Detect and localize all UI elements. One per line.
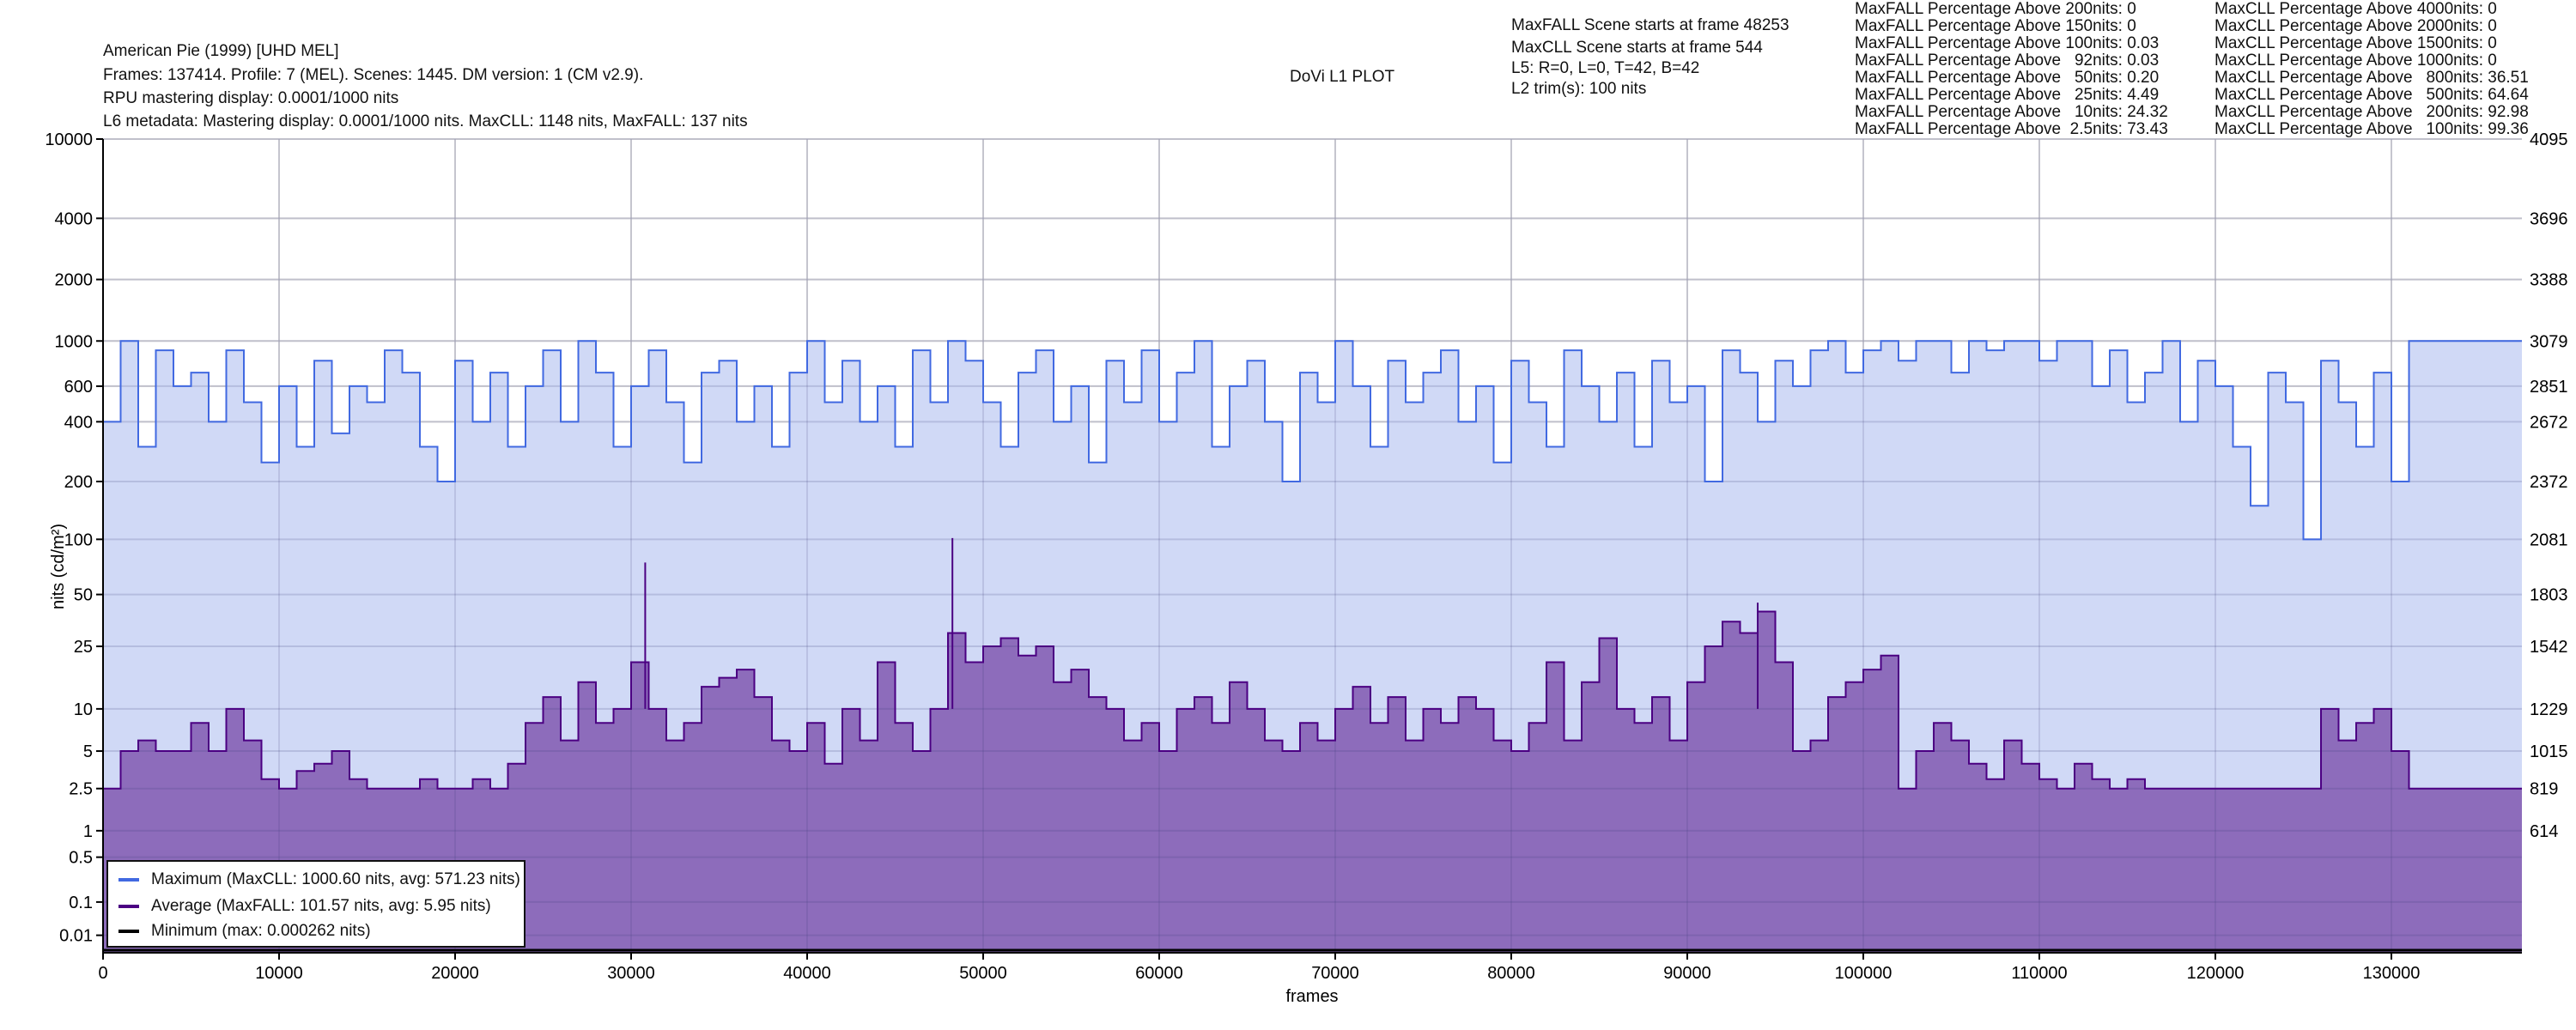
percentage-stat-line: MaxFALL Percentage Above 150nits: 0 (1855, 17, 2136, 35)
average-series-line (103, 610, 2522, 790)
x-tick-label: 0 (98, 964, 107, 983)
y-axis-label: nits (cd/m²) (49, 524, 68, 609)
x-tick-label: 40000 (783, 964, 831, 983)
plot-title: DoVi L1 PLOT (1290, 68, 1395, 86)
frames-info: Frames: 137414. Profile: 7 (MEL). Scenes… (103, 66, 644, 84)
y-tick-label-right: 819 (2530, 780, 2558, 799)
legend-swatch-average (118, 905, 139, 908)
y-tick-label-left: 0.1 (69, 894, 93, 912)
legend-swatch-minimum (118, 930, 139, 933)
y-tick-label-left: 1 (83, 822, 93, 841)
scene-info-line: MaxCLL Scene starts at frame 544 (1511, 39, 1763, 57)
tick-labels: 1000040002000100060040020010050251052.51… (45, 130, 2567, 983)
percentage-stat-line: MaxFALL Percentage Above 25nits: 4.49 (1855, 86, 2160, 104)
x-tick-label: 120000 (2187, 964, 2245, 983)
y-tick-label-left: 200 (64, 473, 93, 492)
x-tick-label: 130000 (2363, 964, 2421, 983)
axes (96, 138, 2522, 960)
percentage-stat-line: MaxFALL Percentage Above 200nits: 0 (1855, 0, 2136, 18)
percentage-stat-line: MaxFALL Percentage Above 50nits: 0.20 (1855, 69, 2160, 87)
percentage-stat-line: MaxCLL Percentage Above 2000nits: 0 (2215, 17, 2497, 35)
y-tick-label-left: 100 (64, 530, 93, 549)
legend-item-maximum: Maximum (MaxCLL: 1000.60 nits, avg: 571.… (118, 867, 520, 893)
y-tick-label-left: 0.5 (69, 849, 93, 868)
x-tick-label: 90000 (1663, 964, 1711, 983)
y-tick-label-right: 1229 (2530, 700, 2568, 719)
x-tick-label: 110000 (2011, 964, 2067, 983)
legend-item-minimum: Minimum (max: 0.000262 nits) (118, 918, 371, 944)
y-tick-label-right: 1542 (2530, 638, 2568, 657)
y-tick-label-right: 2672 (2530, 413, 2568, 432)
legend: Maximum (MaxCLL: 1000.60 nits, avg: 571.… (106, 860, 526, 948)
percentage-stat-line: MaxCLL Percentage Above 100nits: 99.36 (2215, 120, 2529, 138)
percentage-stat-line: MaxCLL Percentage Above 1000nits: 0 (2215, 52, 2497, 70)
chart-title: American Pie (1999) [UHD MEL] (103, 42, 339, 60)
rpu-mastering-info: RPU mastering display: 0.0001/1000 nits (103, 89, 399, 107)
y-tick-label-right: 2372 (2530, 473, 2568, 492)
legend-label-average: Average (MaxFALL: 101.57 nits, avg: 5.95… (151, 897, 491, 915)
l6-metadata-info: L6 metadata: Mastering display: 0.0001/1… (103, 112, 748, 130)
x-tick-label: 50000 (959, 964, 1007, 983)
percentage-stat-line: MaxCLL Percentage Above 1500nits: 0 (2215, 34, 2497, 52)
percentage-stat-line: MaxFALL Percentage Above 100nits: 0.03 (1855, 34, 2160, 52)
y-tick-label-left: 0.01 (59, 927, 93, 946)
percentage-stat-line: MaxCLL Percentage Above 800nits: 36.51 (2215, 69, 2529, 87)
legend-label-maximum: Maximum (MaxCLL: 1000.60 nits, avg: 571.… (151, 870, 520, 888)
y-tick-label-right: 4095 (2530, 130, 2568, 149)
y-tick-label-right: 1015 (2530, 742, 2568, 761)
y-tick-label-left: 2.5 (69, 780, 93, 799)
percentage-stat-line: MaxCLL Percentage Above 500nits: 64.64 (2215, 86, 2529, 104)
y-tick-label-right: 3388 (2530, 271, 2568, 290)
maximum-series-line (103, 340, 2522, 541)
x-tick-label: 100000 (1835, 964, 1893, 983)
y-tick-label-left: 2000 (55, 271, 94, 290)
average-spikes (644, 537, 1759, 709)
y-tick-label-right: 2081 (2530, 530, 2568, 549)
percentage-stat-line: MaxFALL Percentage Above 92nits: 0.03 (1855, 52, 2160, 70)
y-tick-label-right: 3079 (2530, 332, 2568, 351)
percentage-stat-line: MaxFALL Percentage Above 2.5nits: 73.43 (1855, 120, 2168, 138)
x-tick-label: 30000 (607, 964, 655, 983)
y-tick-label-left: 25 (74, 638, 93, 657)
y-tick-label-left: 50 (74, 586, 93, 605)
x-tick-label: 80000 (1487, 964, 1535, 983)
x-tick-label: 70000 (1311, 964, 1359, 983)
y-tick-label-right: 1803 (2530, 586, 2568, 605)
x-tick-label: 60000 (1135, 964, 1183, 983)
y-tick-label-left: 10 (74, 700, 93, 719)
y-tick-label-left: 400 (64, 413, 93, 432)
percentage-stat-line: MaxCLL Percentage Above 200nits: 92.98 (2215, 103, 2529, 121)
scene-info-line: L2 trim(s): 100 nits (1511, 80, 1647, 98)
y-tick-label-left: 600 (64, 378, 93, 397)
legend-item-average: Average (MaxFALL: 101.57 nits, avg: 5.95… (118, 894, 491, 919)
scene-info-line: L5: R=0, L=0, T=42, B=42 (1511, 59, 1700, 77)
y-tick-label-left: 5 (83, 742, 93, 761)
percentage-stat-line: MaxCLL Percentage Above 4000nits: 0 (2215, 0, 2497, 18)
x-axis-label: frames (1285, 987, 1338, 1006)
x-tick-label: 20000 (431, 964, 479, 983)
y-tick-label-left: 10000 (45, 130, 93, 149)
legend-swatch-maximum (118, 878, 139, 882)
y-tick-label-right: 2851 (2530, 378, 2568, 397)
scene-info-line: MaxFALL Scene starts at frame 48253 (1511, 16, 1789, 34)
y-tick-label-left: 1000 (55, 332, 94, 351)
percentage-stat-line: MaxFALL Percentage Above 10nits: 24.32 (1855, 103, 2168, 121)
legend-label-minimum: Minimum (max: 0.000262 nits) (151, 922, 371, 940)
x-tick-label: 10000 (255, 964, 303, 983)
y-tick-label-right: 614 (2530, 822, 2558, 841)
y-tick-label-left: 4000 (55, 209, 94, 228)
average-series-area (103, 611, 2522, 953)
y-tick-label-right: 3696 (2530, 209, 2568, 228)
